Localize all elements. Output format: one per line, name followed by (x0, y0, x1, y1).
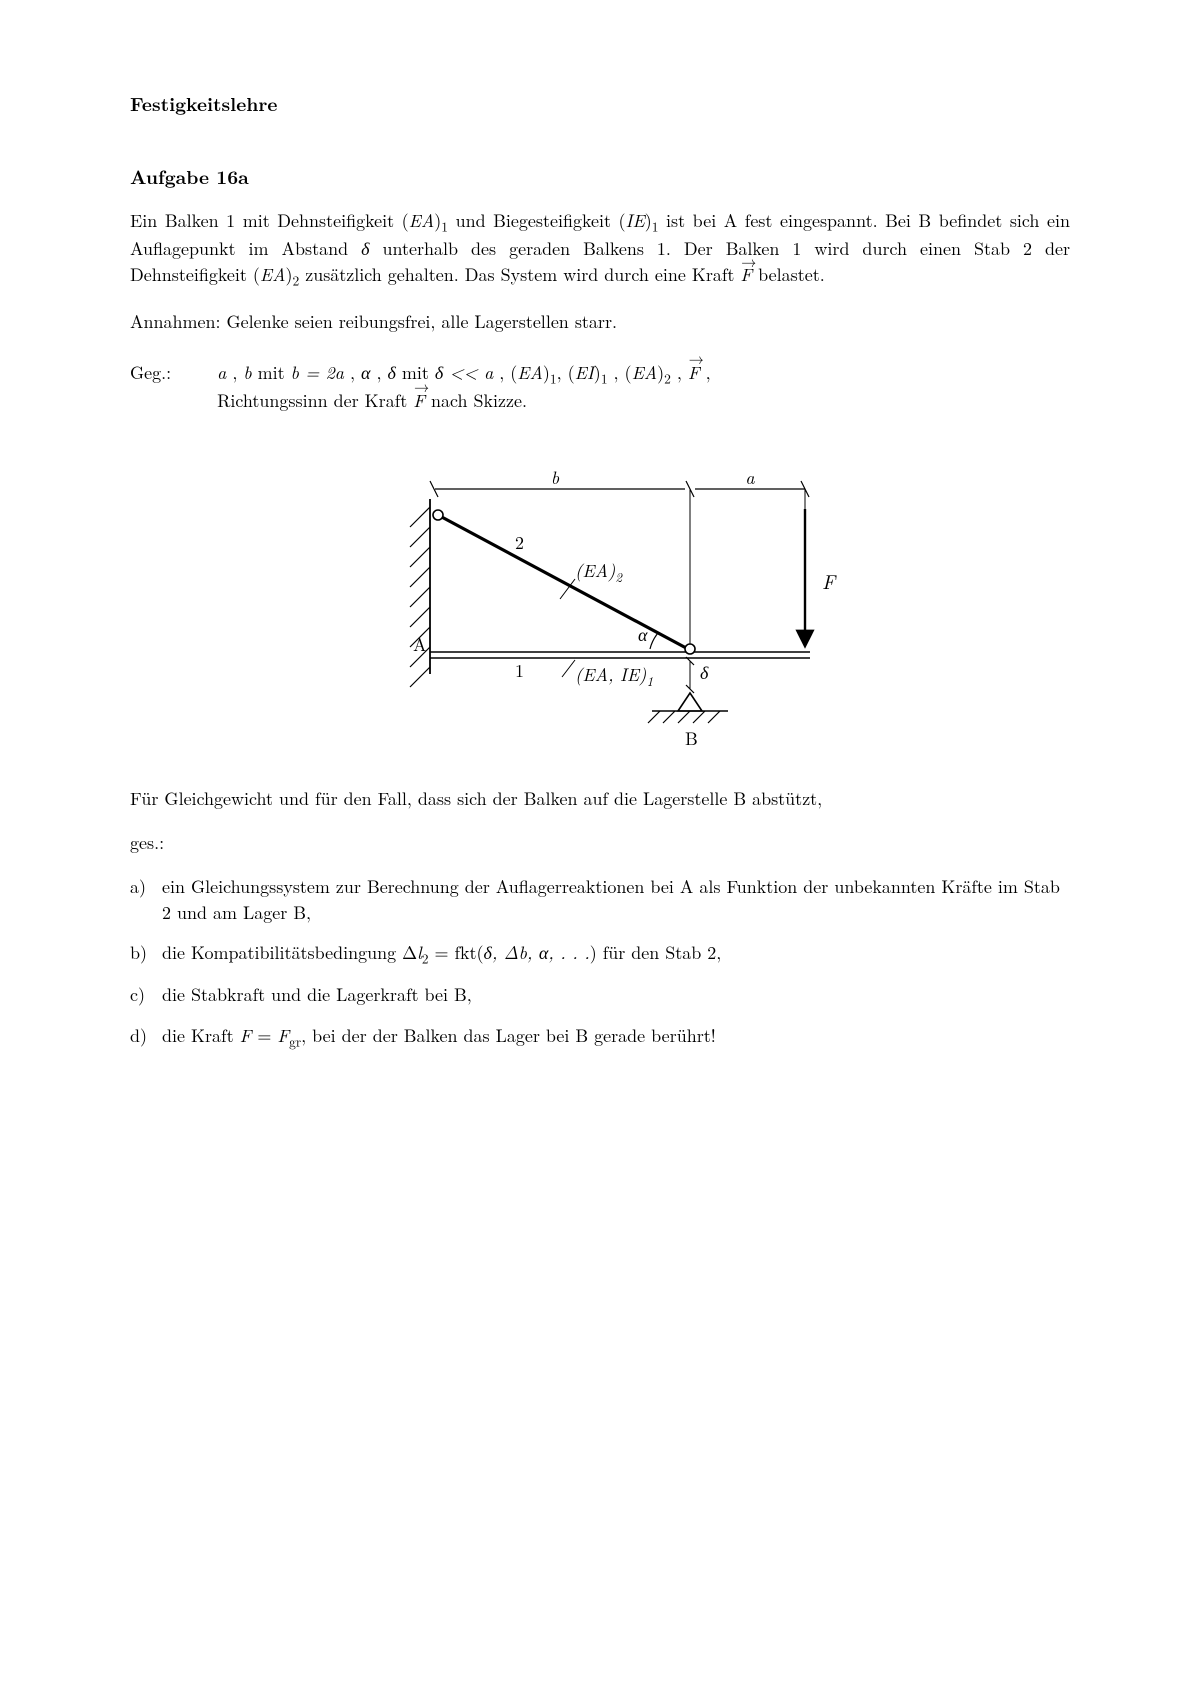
question-a: a) ein Gleichungssystem zur Berechnung d… (162, 874, 1070, 926)
ges-label: ges.: (130, 830, 1070, 856)
question-c: c) die Stabkraft und die Lagerkraft bei … (162, 982, 1070, 1008)
dim-a-label: a (745, 465, 755, 490)
question-list: a) ein Gleichungssystem zur Berechnung d… (130, 874, 1070, 1051)
given-content: a , b mit b = 2a , α , δ mit δ << a , (E… (217, 360, 711, 414)
delta-label: δ (700, 660, 709, 685)
dim-b-label: b (551, 465, 560, 490)
figure-container: b a F α 2 (EA)2 A 1 (EA, IE)1 δ (130, 449, 1070, 766)
point-B-label: B (685, 726, 698, 751)
page-title: Festigkeitslehre (130, 90, 1070, 118)
alpha-label: α (638, 622, 648, 647)
paragraph-equilibrium: Für Gleichgewicht und für den Fall, dass… (130, 786, 1070, 812)
paragraph-assumptions: Annahmen: Gelenke seien reibungsfrei, al… (130, 309, 1070, 335)
EAIE1-label: (EA, IE)1 (575, 662, 653, 690)
task-title: Aufgabe 16a (130, 163, 1070, 191)
given-block: Geg.: a , b mit b = 2a , α , δ mit δ << … (130, 360, 1070, 414)
diagram-svg: b a F α 2 (EA)2 A 1 (EA, IE)1 δ (350, 449, 850, 759)
point-A-label: A (413, 632, 427, 657)
paragraph-1: Ein Balken 1 mit Dehnsteifigkeit (EA)1 u… (130, 208, 1070, 290)
rod-2-label: 2 (515, 530, 524, 555)
EA2-label: (EA)2 (575, 558, 623, 586)
given-label: Geg.: (130, 360, 171, 386)
force-F-label: F (822, 566, 837, 595)
beam-1-label: 1 (515, 658, 524, 683)
question-b: b) die Kompatibilitätsbedingung Δl2 = fk… (162, 940, 1070, 968)
question-d: d) die Kraft F = Fgr, bei der der Balken… (162, 1023, 1070, 1051)
